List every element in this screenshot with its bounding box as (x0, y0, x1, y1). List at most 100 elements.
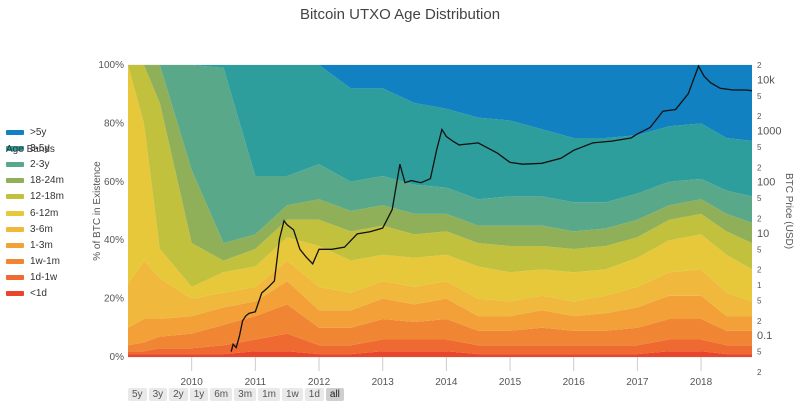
area-1w-1m (128, 304, 752, 352)
legend-swatch (6, 291, 24, 297)
y-right-tick-label: 5 (757, 92, 762, 101)
range-button-1w[interactable]: 1w (281, 388, 303, 401)
x-axis: 2010 2011 2012 2013 2014 2015 2016 2017 2018 (181, 357, 713, 385)
legend-label: 1-3m (30, 239, 53, 251)
range-selector: 5y 3y 2y 1y 6m 3m 1m 1w 1d all (128, 388, 344, 401)
y-left-tick-label: 80% (104, 118, 124, 129)
legend-item[interactable]: 12-18m (6, 189, 64, 205)
area-1d-1w (128, 333, 752, 355)
legend-label: 6-12m (30, 207, 59, 219)
range-button-3y[interactable]: 3y (148, 388, 168, 401)
y-right-tick-label: 5 (757, 194, 762, 203)
legend-label: 1w-1m (30, 256, 61, 268)
y-axis-left-label: % of BTC in Existence (92, 161, 103, 261)
y-right-tick-label: 100 (757, 177, 775, 189)
y-right-tick-label: 10 (757, 228, 769, 240)
range-button-6m[interactable]: 6m (210, 388, 233, 401)
legend-swatch (6, 145, 24, 151)
y-left-tick-label: 60% (104, 177, 124, 188)
legend-swatch (6, 178, 24, 184)
legend-swatch (6, 275, 24, 281)
y-right-tick-label: 2 (757, 368, 762, 377)
legend-item[interactable]: >5y (6, 124, 64, 140)
legend-item[interactable]: <1d (6, 286, 64, 302)
range-button-5y[interactable]: 5y (128, 388, 147, 401)
y-right-tick-label: 2 (757, 215, 762, 224)
x-tick-label: 2011 (245, 377, 267, 385)
area-2-3y (128, 65, 752, 244)
area-1-3m (128, 281, 752, 346)
legend-item[interactable]: 3-5y (6, 140, 64, 156)
y-right-tick-label: 5 (757, 245, 762, 254)
y-left-tick-label: 20% (104, 294, 124, 305)
legend-label: 12-18m (30, 191, 64, 203)
area-3-5y (128, 65, 752, 203)
y-axis-right: 2 10k 5 2 1000 5 2 100 5 2 10 5 2 1 5 2 0.1 5 2 (757, 61, 781, 377)
area-18-24m (128, 65, 752, 261)
legend-item[interactable]: 18-24m (6, 173, 64, 189)
legend-swatch (6, 161, 24, 167)
range-button-1d[interactable]: 1d (304, 388, 324, 401)
x-tick-label: 2017 (626, 377, 649, 385)
y-right-tick-label: 5 (757, 296, 762, 305)
legend-item[interactable]: 6-12m (6, 205, 64, 221)
y-left-tick-label: 40% (104, 235, 124, 246)
legend-item[interactable]: 1d-1w (6, 270, 64, 286)
area-<1d (128, 351, 752, 357)
x-tick-label: 2016 (563, 377, 586, 385)
area-12-18m (128, 65, 752, 287)
legend-label: <1d (30, 288, 47, 300)
x-tick-label: 2013 (372, 377, 395, 385)
y-left-tick-label: 100% (98, 60, 124, 71)
range-button-all[interactable]: all (325, 388, 344, 401)
y-right-tick-label: 2 (757, 163, 762, 172)
y-left-tick-label: 0% (110, 352, 125, 363)
legend-swatch (6, 259, 24, 265)
chart: 2010 2011 2012 2013 2014 2015 2016 2017 2018 0% 2… (92, 60, 794, 385)
y-right-tick-label: 5 (757, 143, 762, 152)
legend-label: 2-3y (30, 158, 50, 170)
legend-swatch (6, 194, 24, 200)
y-right-tick-label: 1000 (757, 126, 781, 138)
x-tick-label: 2012 (308, 377, 331, 385)
range-button-1y[interactable]: 1y (189, 388, 209, 401)
chart-title: Bitcoin UTXO Age Distribution (299, 6, 501, 23)
area->5y (128, 65, 752, 141)
y-axis-left: 0% 20% 40% 60% 80% 100% (98, 60, 124, 363)
area-6-12m (128, 65, 752, 302)
x-tick-label: 2014 (435, 377, 458, 385)
x-tick-label: 2015 (499, 377, 522, 385)
legend-item[interactable]: 1-3m (6, 237, 64, 253)
y-right-tick-label: 1 (757, 281, 762, 290)
legend-label: 18-24m (30, 175, 64, 187)
legend: >5y 3-5y 2-3y 18-24m 12-18m 6-12m 3-6m 1-3m 1w-1… (6, 124, 64, 302)
legend-item[interactable]: 2-3y (6, 156, 64, 172)
legend-swatch (6, 226, 24, 232)
legend-item[interactable]: 1w-1m (6, 254, 64, 270)
y-right-tick-label: 0.1 (757, 330, 772, 342)
y-right-tick-label: 2 (757, 112, 762, 121)
range-button-3m[interactable]: 3m (234, 388, 257, 401)
legend-swatch (6, 129, 24, 135)
legend-label: >5y (30, 126, 47, 138)
y-right-tick-label: 2 (757, 61, 762, 70)
legend-label: 1d-1w (30, 272, 58, 284)
y-right-tick-label: 10k (757, 74, 775, 86)
y-right-tick-label: 2 (757, 317, 762, 326)
legend-label: 3-5y (30, 142, 50, 154)
legend-swatch (6, 210, 24, 216)
legend-label: 3-6m (30, 223, 53, 235)
legend-item[interactable]: 3-6m (6, 221, 64, 237)
range-button-2y[interactable]: 2y (169, 388, 188, 401)
range-button-1m[interactable]: 1m (258, 388, 280, 401)
area-series (128, 65, 752, 357)
price-line (230, 64, 753, 352)
area-3-6m (128, 260, 752, 328)
y-right-tick-label: 2 (757, 266, 762, 275)
legend-swatch (6, 242, 24, 248)
y-right-tick-label: 5 (757, 348, 762, 357)
x-tick-label: 2010 (181, 377, 204, 385)
btc-price-line (230, 64, 753, 352)
legend-title: Age Bands (6, 144, 55, 155)
x-tick-label: 2018 (690, 377, 713, 385)
